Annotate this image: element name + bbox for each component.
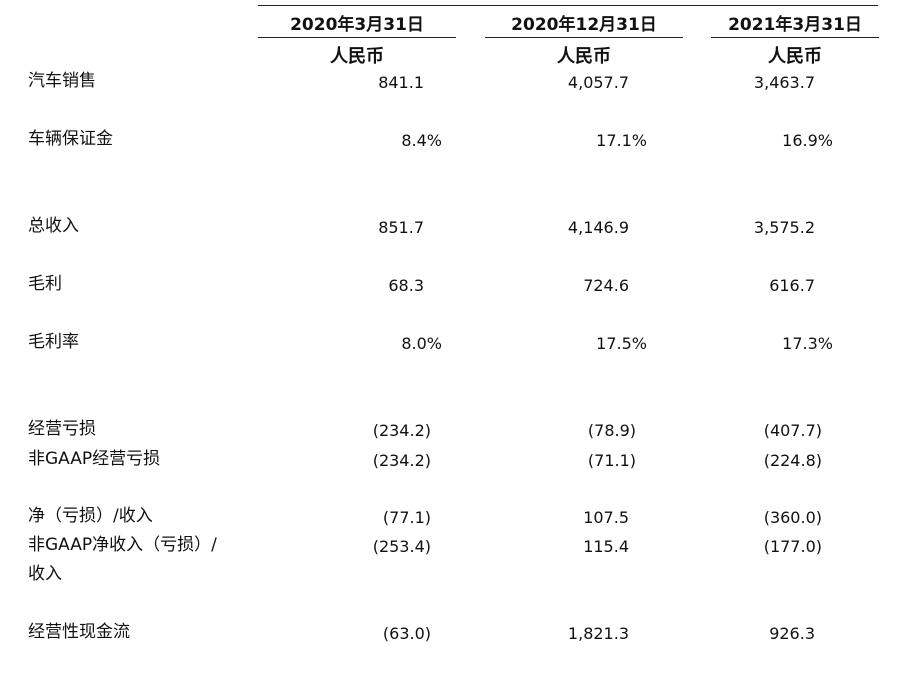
cell-value: 3,463.7	[753, 73, 815, 92]
header-rule	[258, 37, 456, 38]
cell-value: 616.7	[769, 276, 815, 295]
row-label: 经营性现金流	[28, 618, 130, 647]
row-label: 毛利率	[28, 328, 79, 357]
cell-value: (177.0)	[763, 537, 822, 556]
cell-value: (234.2)	[372, 421, 431, 440]
cell-value: (407.7)	[763, 421, 822, 440]
row-label-text: 车辆保证金	[28, 129, 113, 149]
row-label: 经营亏损	[28, 415, 96, 444]
cell-value: (234.2)	[372, 451, 431, 470]
cell-value: 4,146.9	[567, 218, 629, 237]
row-label-text: 经营性现金流	[28, 622, 130, 642]
cell-value: 1,821.3	[567, 624, 629, 643]
row-label: 总收入	[28, 212, 79, 241]
row-label-text: 经营亏损	[28, 419, 96, 439]
col-header-currency: 人民币	[557, 46, 611, 67]
row-label-text: 非GAAP经营亏损	[28, 449, 161, 469]
cell-value: (360.0)	[763, 508, 822, 527]
row-label: 毛利	[28, 270, 62, 299]
cell-value: 17.3%	[782, 334, 833, 353]
header-rule	[711, 37, 879, 38]
cell-value: 3,575.2	[753, 218, 815, 237]
cell-value: (63.0)	[382, 624, 431, 643]
cell-value: 8.4%	[401, 131, 442, 150]
col-header-date: 2020年3月31日	[290, 15, 424, 35]
row-label: 净（亏损）/收入	[28, 502, 153, 531]
row-label-text: 毛利	[28, 274, 62, 294]
col-header-date: 2020年12月31日	[511, 15, 657, 35]
cell-value: 4,057.7	[567, 73, 629, 92]
cell-value: 926.3	[769, 624, 815, 643]
cell-value: 851.7	[378, 218, 424, 237]
cell-value: 68.3	[388, 276, 424, 295]
row-label-text: 净（亏损）/收入	[28, 506, 153, 526]
top-rule	[258, 5, 878, 6]
cell-value: 107.5	[583, 508, 629, 527]
cell-value: (224.8)	[763, 451, 822, 470]
cell-value: 17.1%	[596, 131, 647, 150]
cell-value: 17.5%	[596, 334, 647, 353]
header-rule	[485, 37, 683, 38]
cell-value: (71.1)	[587, 451, 636, 470]
row-label-text: 汽车销售	[28, 71, 96, 91]
col-header-date: 2021年3月31日	[728, 15, 862, 35]
cell-value: (77.1)	[382, 508, 431, 527]
row-label: 汽车销售	[28, 67, 96, 96]
cell-value: 724.6	[583, 276, 629, 295]
cell-value: (253.4)	[372, 537, 431, 556]
row-label-text: 毛利率	[28, 332, 79, 352]
row-label: 车辆保证金	[28, 125, 113, 154]
row-label-text: 收入	[28, 564, 62, 584]
row-label-text: 总收入	[28, 216, 79, 236]
col-header-currency: 人民币	[768, 46, 822, 67]
cell-value: 16.9%	[782, 131, 833, 150]
row-label-text: 非GAAP净收入（亏损）/	[28, 535, 217, 555]
row-label: 非GAAP净收入（亏损）/ 收入	[28, 531, 217, 589]
cell-value: 115.4	[583, 537, 629, 556]
cell-value: 841.1	[378, 73, 424, 92]
row-label: 非GAAP经营亏损	[28, 445, 160, 474]
cell-value: 8.0%	[401, 334, 442, 353]
cell-value: (78.9)	[587, 421, 636, 440]
col-header-currency: 人民币	[330, 46, 384, 67]
